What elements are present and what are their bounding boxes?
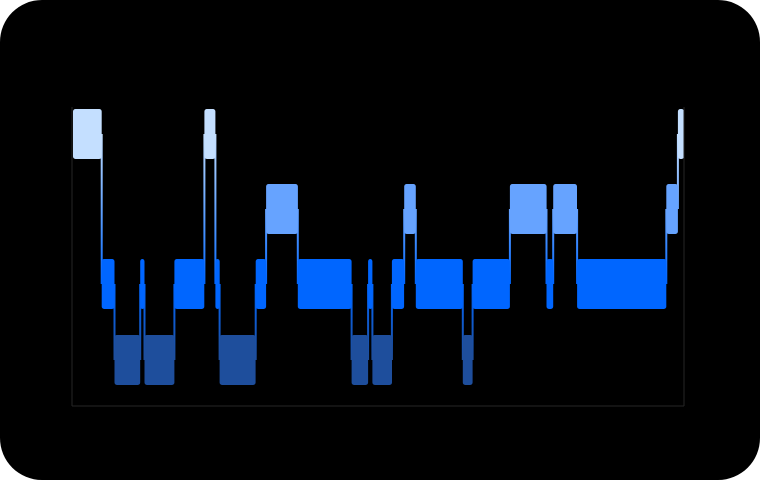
stage-bar-core [101,259,115,309]
stage-transition-line [552,209,555,284]
stage-transition-line [371,284,374,360]
stage-transition-line [214,134,217,284]
stage-bar-rem [666,184,678,234]
stage-transition-line [350,284,353,360]
stage-bar-core [215,259,220,309]
stage-transition-line [676,134,679,209]
stage-transition-line [508,209,511,284]
stage-transition-line [414,209,417,284]
stage-transition-line [545,209,548,284]
stage-transition-line [403,209,406,284]
stage-bar-core [472,259,510,309]
stage-bar-core [255,259,267,309]
stage-transition-line [218,284,221,360]
stage-bar-core [368,259,373,309]
stage-bar-core [415,259,463,309]
stage-bar-core [297,259,352,309]
stage-transition-line [254,284,257,360]
stage-bar-core [546,259,554,309]
stage-bar-deep [114,335,141,385]
stage-bar-deep [144,335,175,385]
stage-bar-deep [372,335,392,385]
stage-bars [73,109,684,385]
stage-transition-line [665,209,668,284]
chart-frame [71,107,685,407]
stage-transition-line [113,284,116,360]
stage-bar-awake [73,109,102,159]
stage-transition-line [367,284,370,360]
stage-bar-deep [462,335,473,385]
stage-transition-line [471,284,474,360]
stage-bar-core [577,259,667,309]
stage-transition-line [100,134,103,284]
stage-bar-core [391,259,405,309]
stage-transition-line [265,209,268,284]
stage-transition-line [203,134,206,284]
stage-bar-core [174,259,205,309]
stage-transition-line [139,284,142,360]
stage-transition-line [576,209,579,284]
stage-bar-deep [351,335,369,385]
stage-bar-rem [404,184,416,234]
stage-bar-awake [677,109,684,159]
stage-transition-line [173,284,176,360]
stage-bar-deep [219,335,256,385]
stage-bar-core [140,259,145,309]
stage-bar-rem [509,184,547,234]
stage-bar-rem [553,184,577,234]
stage-bar-awake [204,109,216,159]
stage-transition-line [296,209,299,284]
stage-transition-line [143,284,146,360]
stage-transition-line [461,284,464,360]
stage-transition-line [390,284,393,360]
stage-transition-lines [100,134,679,360]
stage-bar-rem [266,184,298,234]
